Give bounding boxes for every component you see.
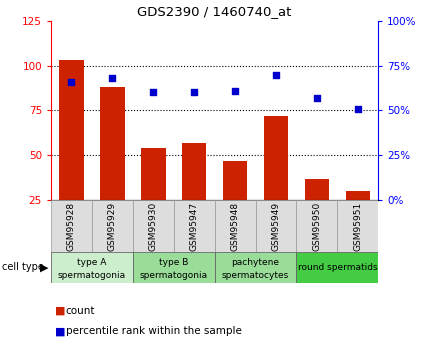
Bar (223, 161, 247, 200)
Point (109, 75, 116, 81)
Point (68, 79, 75, 85)
Bar (346, 191, 370, 200)
Bar (264, 116, 288, 200)
Text: GSM95951: GSM95951 (353, 201, 362, 250)
Text: ■: ■ (55, 306, 66, 315)
Bar (133, 200, 174, 252)
Text: round spermatids: round spermatids (298, 263, 377, 272)
Bar (215, 200, 255, 252)
Bar (174, 200, 215, 252)
Text: ■: ■ (55, 326, 66, 336)
Text: type A: type A (77, 258, 107, 267)
Bar (337, 200, 378, 252)
Text: GSM95950: GSM95950 (312, 201, 321, 250)
Text: GSM95949: GSM95949 (272, 201, 280, 250)
Text: pachytene: pachytene (232, 258, 280, 267)
Text: spermatocytes: spermatocytes (222, 270, 289, 280)
Bar (100, 87, 125, 200)
Title: GDS2390 / 1460740_at: GDS2390 / 1460740_at (137, 5, 292, 18)
Text: GSM95948: GSM95948 (231, 201, 240, 250)
Text: GSM95947: GSM95947 (190, 201, 198, 250)
Bar (296, 200, 337, 252)
Text: type B: type B (159, 258, 188, 267)
Text: spermatogonia: spermatogonia (58, 270, 126, 280)
Text: spermatogonia: spermatogonia (140, 270, 208, 280)
Text: cell type: cell type (2, 263, 44, 272)
Bar (51, 252, 133, 283)
Text: GSM95930: GSM95930 (149, 201, 158, 250)
Text: ▶: ▶ (40, 263, 49, 272)
Bar (133, 252, 215, 283)
Text: GSM95929: GSM95929 (108, 201, 117, 250)
Text: count: count (66, 306, 95, 315)
Point (150, 90, 157, 95)
Bar (296, 252, 378, 283)
Point (232, 88, 238, 93)
Bar (215, 252, 296, 283)
Point (191, 90, 198, 95)
Bar (305, 179, 329, 200)
Bar (51, 200, 92, 252)
Text: GSM95928: GSM95928 (67, 201, 76, 250)
Point (314, 95, 320, 101)
Bar (141, 148, 165, 200)
Bar (182, 143, 207, 200)
Text: percentile rank within the sample: percentile rank within the sample (66, 326, 242, 336)
Bar (59, 60, 84, 200)
Bar (92, 200, 133, 252)
Point (354, 106, 361, 111)
Point (272, 72, 279, 77)
Bar (255, 200, 296, 252)
